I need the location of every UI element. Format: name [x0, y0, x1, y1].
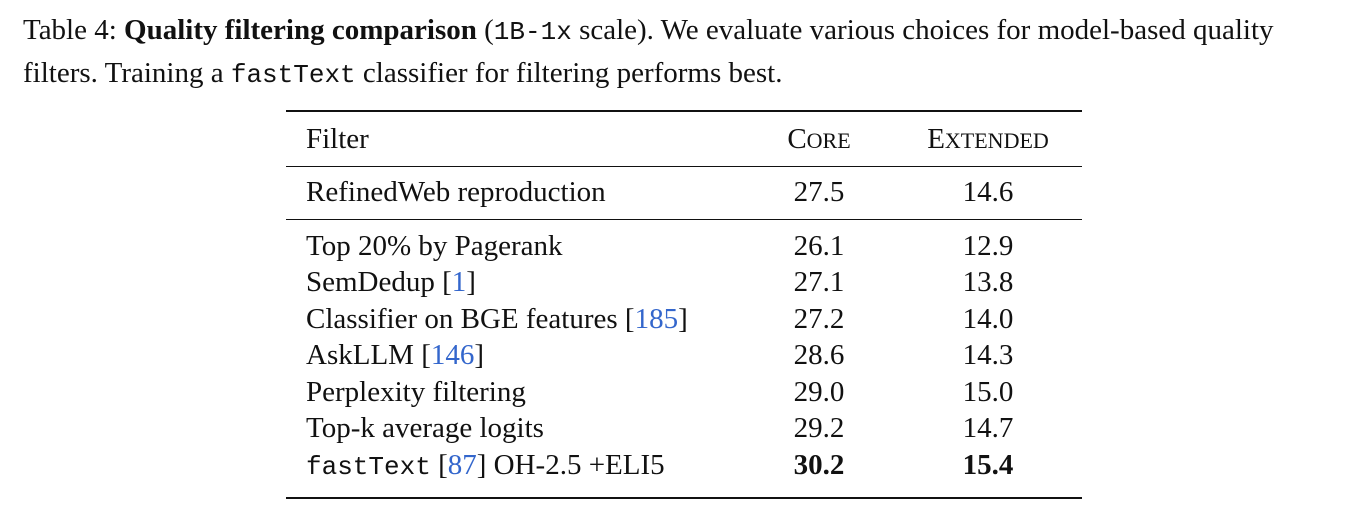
row-extended: 14.7 — [962, 412, 1014, 445]
row-core: 27.5 — [793, 175, 845, 208]
table-row: Classifier on BGE features [185] 27.2 14… — [286, 301, 1082, 338]
row-filter: Classifier on BGE features [185] — [306, 302, 688, 335]
caption-tail: classifier for filtering performs best. — [355, 57, 783, 89]
header-core: CORE — [787, 122, 851, 155]
citation-link[interactable]: 1 — [451, 266, 467, 299]
caption-code-word: fastText — [230, 60, 356, 90]
row-extended: 12.9 — [962, 229, 1014, 262]
citation-link[interactable]: 146 — [430, 339, 475, 372]
row-filter: Top 20% by Pagerank — [306, 229, 563, 262]
header-filter: Filter — [306, 122, 369, 155]
row-core: 30.2 — [793, 448, 845, 481]
row-filter: Perplexity filtering — [306, 375, 526, 408]
table-caption: Table 4: Quality filtering comparison (1… — [23, 10, 1353, 96]
baseline-section: RefinedWeb reproduction 27.5 14.6 — [286, 167, 1082, 220]
table-row: Top 20% by Pagerank 26.1 12.9 — [286, 228, 1082, 265]
row-core: 29.2 — [793, 412, 845, 445]
table-header-row: Filter CORE EXTENDED — [286, 112, 1082, 167]
row-core: 26.1 — [793, 229, 845, 262]
row-extended: 15.4 — [962, 448, 1014, 481]
caption-body: scale). We evaluate various choices for … — [23, 14, 1274, 89]
row-core: 29.0 — [793, 375, 845, 408]
comparison-table: Filter CORE EXTENDED RefinedWeb reproduc… — [286, 110, 1082, 499]
citation-link[interactable]: 87 — [447, 448, 477, 481]
filters-section: Top 20% by Pagerank 26.1 12.9 SemDedup [… — [286, 220, 1082, 497]
header-extended: EXTENDED — [927, 122, 1049, 155]
table-row: AskLLM [146] 28.6 14.3 — [286, 338, 1082, 375]
row-extended: 14.3 — [962, 339, 1014, 372]
row-filter: SemDedup [1] — [306, 266, 476, 299]
row-filter: AskLLM [146] — [306, 339, 485, 372]
table-row: SemDedup [1] 27.1 13.8 — [286, 265, 1082, 302]
row-core: 28.6 — [793, 339, 845, 372]
table-row: Top-k average logits 29.2 14.7 — [286, 411, 1082, 448]
row-core: 27.1 — [793, 266, 845, 299]
table-row: RefinedWeb reproduction 27.5 14.6 — [286, 174, 1082, 210]
best-code: fastText — [306, 451, 431, 482]
row-extended: 13.8 — [962, 266, 1014, 299]
caption-label: Table 4: — [23, 14, 117, 46]
table-row: Perplexity filtering 29.0 15.0 — [286, 374, 1082, 411]
best-row: fastText [87] OH-2.5 +ELI5 30.2 15.4 — [286, 447, 1082, 484]
row-extended: 15.0 — [962, 375, 1014, 408]
caption-scale-code: 1B-1x — [493, 17, 572, 47]
row-filter: RefinedWeb reproduction — [306, 175, 606, 208]
citation-link[interactable]: 185 — [634, 302, 679, 335]
row-core: 27.2 — [793, 302, 845, 335]
row-extended: 14.6 — [962, 175, 1014, 208]
caption-scale-open: ( — [484, 14, 494, 46]
caption-title: Quality filtering comparison — [124, 14, 477, 46]
row-filter: fastText [87] OH-2.5 +ELI5 — [306, 448, 665, 482]
row-filter: Top-k average logits — [306, 412, 544, 445]
row-extended: 14.0 — [962, 302, 1014, 335]
